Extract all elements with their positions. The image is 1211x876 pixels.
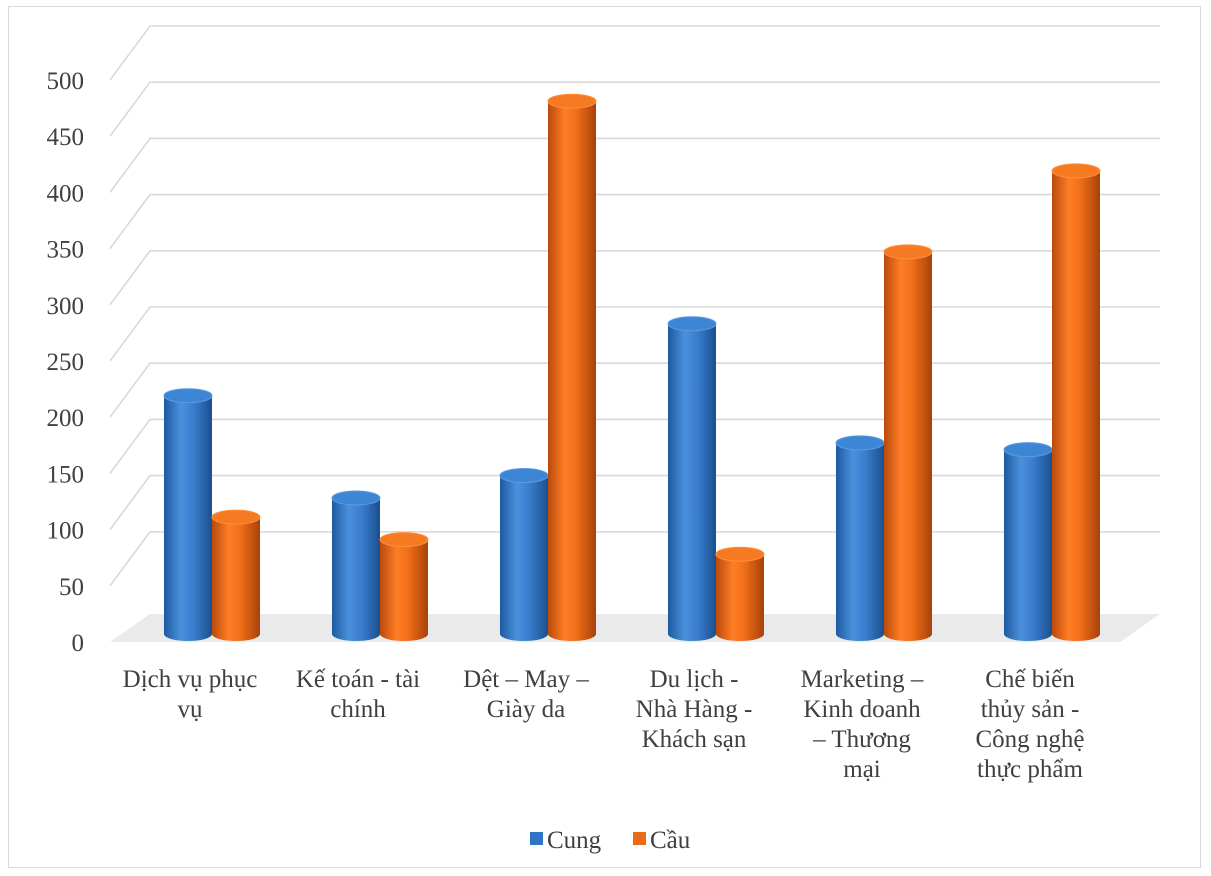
y-tick-label: 300 bbox=[47, 293, 85, 320]
bar-cung bbox=[331, 490, 381, 641]
gridline bbox=[109, 474, 1160, 531]
y-tick-label: 500 bbox=[47, 68, 85, 95]
y-tick-label: 200 bbox=[47, 405, 85, 432]
x-category-label: Dệt – May – Giày da bbox=[463, 666, 589, 723]
gridline bbox=[109, 530, 1160, 587]
gridline bbox=[109, 306, 1160, 362]
y-tick-label: 450 bbox=[47, 124, 85, 151]
x-category-label: Chế biến thủy sản -Công nghệ thực phẩm bbox=[975, 666, 1084, 783]
bar-cung bbox=[667, 316, 717, 641]
bar-cung bbox=[835, 435, 885, 641]
chart-floor bbox=[110, 614, 1160, 642]
bar-cau bbox=[379, 532, 429, 641]
y-axis: 0 50 100 150 200 250 300 350 400 450 500 bbox=[47, 68, 85, 657]
gridlines bbox=[109, 25, 1160, 587]
bars bbox=[163, 93, 1101, 642]
gridline bbox=[109, 81, 1160, 137]
bar-cau bbox=[883, 244, 933, 641]
x-category-label: Marketing – Kinh doanh – Thương mại bbox=[801, 666, 924, 783]
legend-label: Cung bbox=[547, 827, 602, 854]
y-tick-label: 150 bbox=[47, 461, 85, 488]
bar-cung bbox=[1003, 442, 1053, 641]
bar-cung bbox=[499, 468, 549, 641]
gridline bbox=[109, 193, 1160, 250]
bar-cau bbox=[715, 546, 765, 641]
bar-cau bbox=[211, 509, 261, 641]
y-tick-label: 250 bbox=[47, 349, 85, 376]
y-tick-label: 0 bbox=[72, 630, 85, 657]
floor-plane bbox=[110, 614, 1160, 642]
legend-swatch bbox=[633, 832, 646, 845]
legend-label: Cầu bbox=[650, 827, 691, 854]
bar-cau bbox=[547, 93, 597, 641]
x-category-label: Dịch vụ phục vụ bbox=[123, 666, 258, 723]
legend: Cung Cầu bbox=[530, 827, 691, 854]
bar-cau bbox=[1051, 163, 1101, 642]
x-axis: Dịch vụ phục vụ Kế toán - tài chính Dệt – Ma… bbox=[123, 666, 1085, 783]
y-tick-label: 50 bbox=[59, 574, 84, 601]
gridline bbox=[109, 362, 1160, 418]
gridline bbox=[109, 250, 1160, 306]
y-tick-label: 100 bbox=[47, 518, 85, 545]
x-category-label: Kế toán - tài chính bbox=[296, 666, 420, 723]
y-tick-label: 400 bbox=[47, 180, 85, 207]
y-tick-label: 350 bbox=[47, 237, 85, 264]
gridline bbox=[109, 418, 1160, 474]
bar-cung bbox=[163, 388, 213, 641]
x-category-label: Du lịch -Nhà Hàng -Khách sạn bbox=[636, 666, 753, 753]
legend-swatch bbox=[530, 832, 543, 845]
gridline bbox=[109, 25, 1160, 81]
gridline bbox=[109, 137, 1160, 193]
